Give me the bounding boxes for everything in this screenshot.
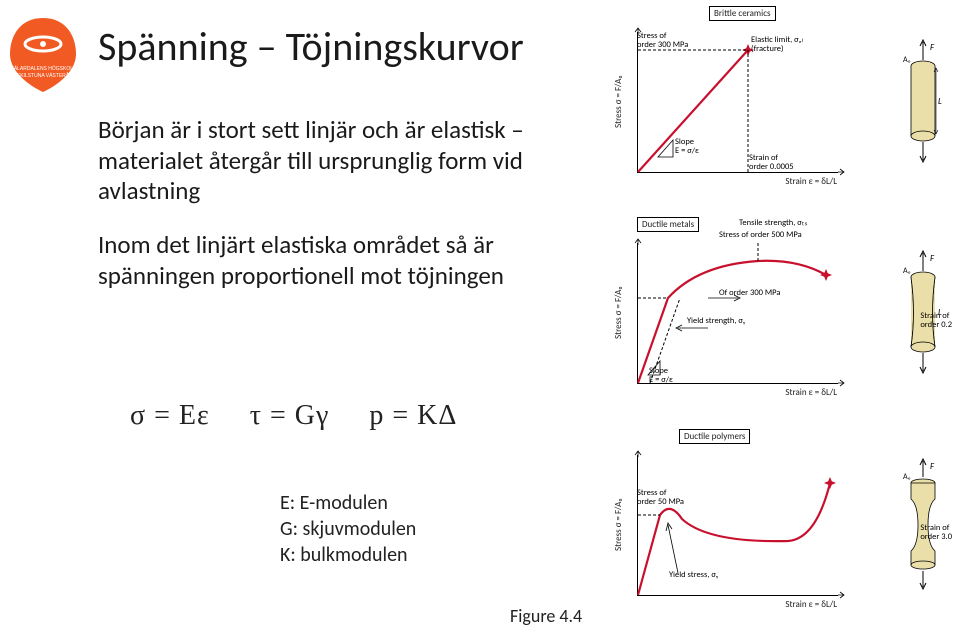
svg-text:F: F [930,253,935,264]
stress-strain-diagrams: Brittle ceramics Stress σ = F/A₀ [609,6,954,636]
legend-G: G: skjuvmodulen [280,516,416,542]
xlabel-polymers: Strain ε = δL/L [637,599,837,610]
box-label-metals: Ductile metals [637,217,699,232]
tensile-stress-note: Stress of order 500 MPa [719,231,802,240]
svg-text:F: F [930,42,935,53]
xlabel-metals: Strain ε = δL/L [637,387,837,398]
cylinder-ceramics: A₀ F L [898,32,948,172]
diagram-ceramics: Brittle ceramics Stress σ = F/A₀ [609,6,954,213]
strain-note-ceramics: Strain of order 0.0005 [749,154,794,172]
box-label-ceramics: Brittle ceramics [709,6,776,21]
moduli-legend: E: E-modulen G: skjuvmodulen K: bulkmodu… [280,490,416,568]
plot-ceramics [637,32,838,173]
svg-text:A₀: A₀ [903,266,911,276]
diagram-metals: Ductile metals Tensile strength, σₜₛ Str… [609,217,954,424]
ylabel-metals: Stress σ = F/A₀ [613,243,627,383]
svg-text:A₀: A₀ [903,55,911,65]
formula-bulk: p = KΔ [369,400,457,432]
formula-row: σ = Eε τ = Gγ p = KΔ [130,400,457,432]
formula-stress: σ = Eε [130,400,210,432]
legend-K: K: bulkmodulen [280,542,416,568]
yield-label-metals: Yield strength, σᵧ [687,317,745,326]
plot-polymers [637,455,838,596]
paragraph-2: Inom det linjärt elastiska området så är… [98,230,578,291]
svg-text:A₀: A₀ [903,472,911,482]
box-label-polymers: Ductile polymers [679,429,750,444]
ylabel-ceramics: Stress σ = F/A₀ [613,32,627,172]
svg-text:F: F [930,461,935,472]
logo-text-top: MÄLARDALENS HÖGSKOLA [10,65,77,72]
elastic-limit-label: Elastic limit, σₑₗ (fracture) [751,36,803,54]
legend-E: E: E-modulen [280,490,416,516]
formula-shear: τ = Gγ [250,400,330,432]
of-order-300: Of order 300 MPa [719,289,780,298]
logo-text-bottom: ESKILSTUNA VÄSTERÅS [14,72,74,79]
yield-label-polymers: Yield stress, σᵧ [669,571,718,580]
xlabel-ceramics: Strain ε = δL/L [637,176,837,187]
stress-note-ceramics: Stress of order 300 MPa [637,32,688,50]
slide-title: Spänning – Töjningskurvor [98,22,524,71]
institution-logo: MÄLARDALENS HÖGSKOLA ESKILSTUNA VÄSTERÅS [6,14,80,92]
diagram-polymers: Ductile polymers Stress σ = F/A₀ [609,429,954,636]
slope-label-metals: Slope E = σ/ε [649,367,673,385]
strain-note-polymers: Strain of order 3.0 [920,524,952,542]
paragraph-1: Början är i stort sett linjär och är ela… [98,115,578,207]
plot-metals [637,243,838,384]
slope-label-ceramics: Slope E = σ/ε [675,138,699,156]
strain-note-metals: Strain of order 0.2 [920,312,952,330]
svg-text:L: L [938,96,942,107]
stress-note-polymers: Stress of order 50 MPa [637,489,684,507]
tensile-label: Tensile strength, σₜₛ [739,219,808,228]
figure-caption: Figure 4.4 [510,605,582,627]
ylabel-polymers: Stress σ = F/A₀ [613,455,627,595]
